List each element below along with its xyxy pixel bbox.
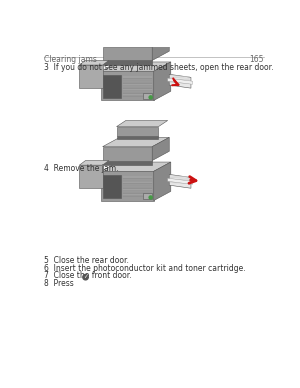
Text: ✓: ✓ (83, 275, 88, 280)
Polygon shape (168, 178, 193, 184)
Polygon shape (101, 71, 154, 100)
Polygon shape (152, 37, 169, 61)
Polygon shape (116, 136, 158, 139)
Polygon shape (154, 62, 171, 100)
Polygon shape (103, 147, 152, 161)
Polygon shape (101, 171, 154, 201)
Text: 165: 165 (249, 55, 264, 64)
Polygon shape (152, 137, 169, 161)
Polygon shape (79, 165, 103, 188)
Bar (103, 175, 121, 198)
Polygon shape (79, 161, 109, 165)
Polygon shape (168, 78, 193, 84)
Polygon shape (103, 137, 169, 147)
Circle shape (149, 196, 152, 199)
Bar (143, 193, 152, 199)
Circle shape (149, 96, 152, 99)
Polygon shape (79, 65, 103, 88)
Polygon shape (103, 61, 152, 65)
Polygon shape (169, 74, 191, 88)
Polygon shape (79, 61, 109, 65)
Polygon shape (116, 21, 168, 26)
Polygon shape (154, 162, 171, 201)
Polygon shape (169, 174, 191, 188)
Bar (103, 75, 121, 98)
Text: 3  If you do not see any jammed sheets, open the rear door.: 3 If you do not see any jammed sheets, o… (44, 64, 273, 73)
Polygon shape (116, 121, 168, 126)
Polygon shape (116, 36, 158, 39)
Text: 6  Insert the photoconductor kit and toner cartridge.: 6 Insert the photoconductor kit and tone… (44, 264, 245, 273)
Polygon shape (101, 162, 171, 171)
Polygon shape (103, 47, 152, 61)
Text: 8  Press: 8 Press (44, 279, 76, 288)
Bar (143, 93, 152, 99)
Polygon shape (101, 62, 171, 71)
Polygon shape (116, 26, 158, 36)
Text: 5  Close the rear door.: 5 Close the rear door. (44, 256, 129, 265)
Text: Clearing jams: Clearing jams (44, 55, 97, 64)
Circle shape (83, 274, 88, 280)
Text: 4  Remove the jam.: 4 Remove the jam. (44, 164, 118, 173)
Polygon shape (103, 161, 152, 165)
Text: 7  Close the front door.: 7 Close the front door. (44, 271, 131, 281)
Polygon shape (116, 126, 158, 136)
Polygon shape (103, 37, 169, 47)
